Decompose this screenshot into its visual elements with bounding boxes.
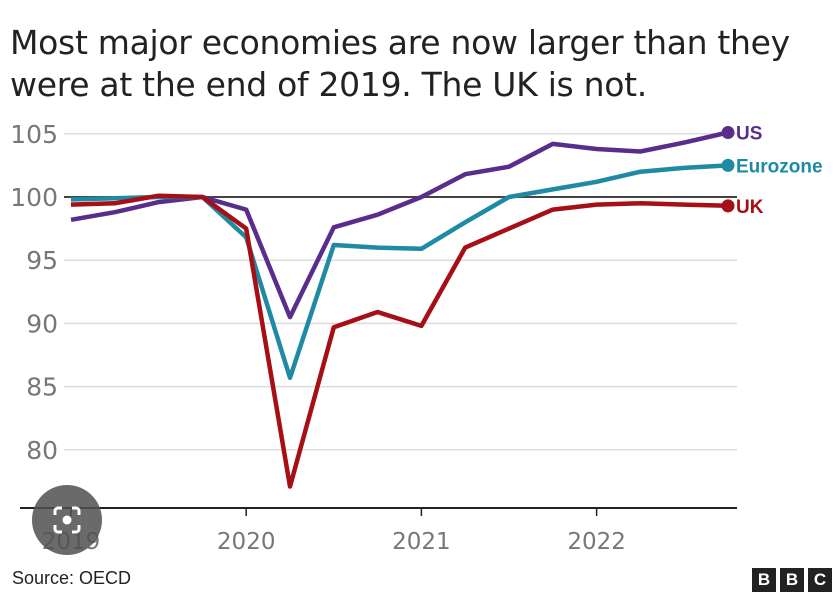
series-label: UK [736,197,764,218]
y-tick-label: 80 [26,436,58,465]
bbc-logo-letter: B [780,568,804,592]
y-tick-label: 95 [26,246,58,275]
y-tick-label: 100 [10,183,58,212]
y-tick-label: 105 [10,120,58,149]
chart-title: Most major economies are now larger than… [10,23,790,104]
series-end-marker [721,199,735,213]
series-end-marker [721,158,735,172]
series-line-uk [70,193,729,489]
series-line-us [70,130,729,320]
y-tick-label: 90 [26,309,58,338]
series-label: US [736,124,762,145]
x-tick-label: 2020 [217,529,276,555]
source-note: Source: OECD [12,568,132,588]
lens-search-button[interactable] [32,485,102,555]
series-label: Eurozone [736,156,823,177]
lens-icon [53,506,81,534]
bbc-logo-letter: C [808,568,832,592]
bbc-logo: B B C [752,568,832,592]
x-tick-label: 2021 [392,529,451,555]
x-tick-label: 2022 [567,529,626,555]
bbc-logo-letter: B [752,568,776,592]
y-tick-label: 85 [26,373,58,402]
series-end-marker [721,126,735,140]
